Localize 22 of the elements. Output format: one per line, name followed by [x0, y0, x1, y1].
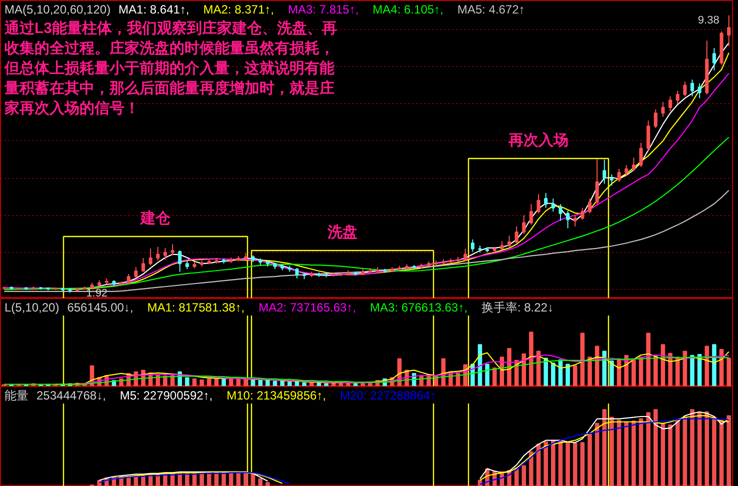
- text: M20: 227288864↑: [340, 388, 436, 402]
- text: MA1: 8.641↑,: [118, 2, 190, 16]
- text: 换手率: 8.22↓: [481, 300, 554, 314]
- text: MA5: 4.672↑: [457, 2, 525, 16]
- text: MA3: 7.815↑,: [288, 2, 359, 16]
- text: MA3: 676613.63↑,: [370, 300, 468, 314]
- text: 656145.00↓,: [67, 300, 134, 314]
- text: M5: 227900592↑,: [120, 388, 213, 402]
- annotation: 洗盘: [326, 224, 358, 241]
- text: MA2: 737165.63↑,: [258, 300, 356, 314]
- chart-title: 能量: [4, 388, 28, 402]
- chart-title: MA(5,10,20,60,120): [4, 2, 111, 16]
- text: 253444768↓,: [36, 388, 106, 402]
- text: MA4: 6.105↑,: [372, 2, 444, 16]
- chart-title: L(5,10,20): [4, 300, 60, 314]
- text: MA1: 817581.38↑,: [147, 300, 245, 314]
- annotation: 再次入场: [508, 132, 568, 149]
- text: M10: 213459856↑,: [226, 388, 326, 402]
- annotation: 通过L3能量柱体，我们观察到庄家建仓、洗盘、再收集的全过程。庄家洗盘的时候能量虽然有损耗，但总体上损耗量小于前期的介入量，这就说明有能量积蓄在其中，那么后面能量再度增加时，就是庄家再次入场的信号！: [4, 19, 338, 117]
- annotation: 建仓: [140, 210, 172, 227]
- annotation: 9.38: [698, 14, 720, 26]
- text: MA2: 8.371↑,: [203, 2, 274, 16]
